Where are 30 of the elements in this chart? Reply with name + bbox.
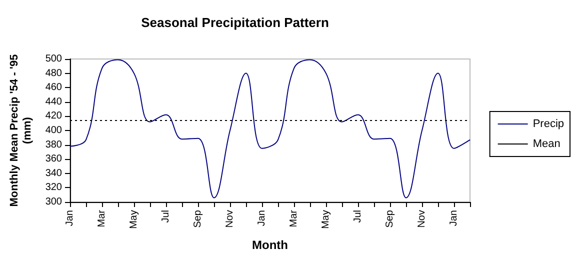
x-tick-label: Jul	[160, 210, 172, 223]
y-tick-label: 300	[45, 196, 62, 208]
x-tick-label: Jul	[352, 210, 364, 223]
legend-label: Precip	[532, 118, 564, 130]
chart-title: Seasonal Precipitation Pattern	[141, 15, 329, 30]
x-tick-label: Nov	[416, 210, 428, 228]
y-tick-label: 420	[45, 110, 62, 122]
x-tick-label: Nov	[224, 210, 236, 228]
y-tick-label: 340	[45, 168, 62, 179]
y-tick-label: 460	[45, 82, 62, 94]
y-axis-title: Monthly Mean Precip '54 - '95 (mm)	[8, 54, 34, 207]
x-tick-label: Mar	[96, 209, 108, 228]
line-series	[70, 59, 470, 198]
y-tick-label: 480	[45, 68, 62, 79]
x-tick-label: May	[320, 210, 332, 229]
x-tick-label: May	[128, 210, 140, 229]
y-tick-label: 320	[45, 182, 62, 194]
y-tick-label: 400	[45, 125, 62, 136]
y-tick-label: 440	[45, 96, 62, 108]
x-tick-label: Mar	[288, 209, 300, 228]
legend-label: Mean	[532, 138, 560, 150]
x-tick-label: Sep	[384, 210, 396, 228]
x-tick-label: Jan	[256, 210, 268, 226]
y-tick-label: 360	[45, 154, 62, 165]
x-tick-label: Jan	[64, 210, 76, 226]
y-tick-label: 500	[45, 54, 62, 64]
x-axis-title: Month	[252, 238, 288, 252]
y-tick-label: 380	[45, 139, 62, 150]
x-tick-label: Jan	[448, 210, 460, 226]
x-tick-label: Sep	[192, 210, 204, 228]
